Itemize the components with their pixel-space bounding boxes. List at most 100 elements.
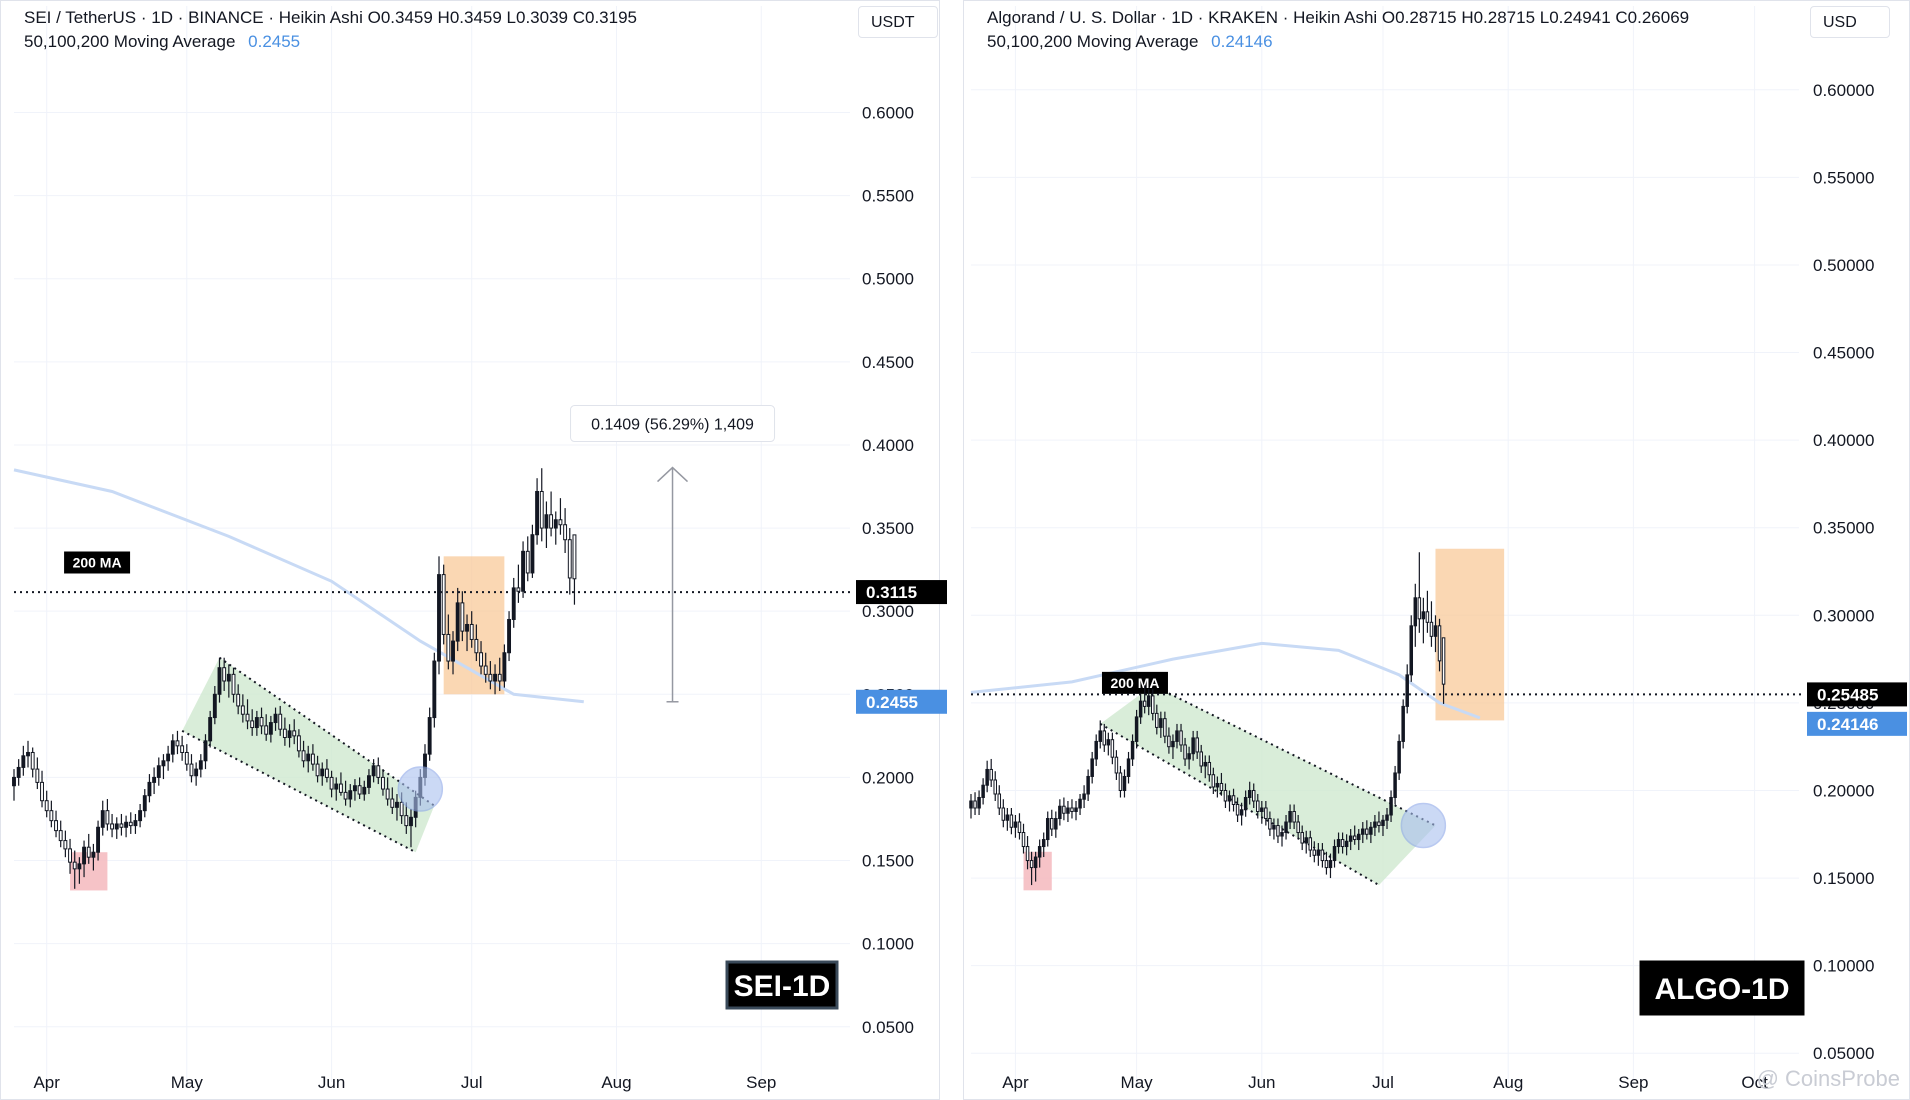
candle [1272, 818, 1276, 840]
candle-body-up [1045, 818, 1050, 841]
candle [203, 734, 208, 770]
candle [516, 564, 521, 603]
y-tick-label: 0.10000 [1813, 957, 1874, 976]
y-tick-label: 0.0500 [862, 1018, 914, 1037]
candle [222, 657, 227, 691]
price-tag-bg [856, 689, 947, 714]
candle-body-down [469, 623, 474, 640]
candle-body-up [1058, 805, 1062, 820]
chart-id-badge: SEI-1D [725, 960, 839, 1010]
candle [1191, 730, 1195, 761]
candle-body-down [1050, 818, 1054, 830]
candle [1409, 615, 1414, 682]
algo-chart-svg[interactable]: 0.050000.100000.150000.200000.250000.300… [963, 0, 1910, 1100]
candle-body-down [1352, 835, 1357, 841]
candle-body-down [1029, 860, 1034, 869]
chart-panel-algo: 0.050000.100000.150000.200000.250000.300… [963, 0, 1910, 1100]
candle [334, 777, 339, 801]
y-tick-label: 0.15000 [1813, 869, 1874, 888]
candle-body-up [437, 574, 441, 662]
candle [1086, 769, 1090, 801]
candle [1288, 804, 1292, 830]
price-tag-bg [856, 580, 947, 605]
candle [1304, 830, 1308, 854]
candle [1243, 790, 1248, 817]
candle [21, 745, 26, 776]
candle-body-down [1151, 695, 1155, 714]
candle [152, 767, 157, 795]
candle [1389, 790, 1393, 823]
candle [166, 745, 171, 771]
breakout-zone-box [1435, 548, 1505, 721]
x-tick-label: Aug [1493, 1073, 1523, 1092]
candle-body-up [1033, 856, 1038, 869]
candle [1126, 751, 1131, 784]
candle [40, 770, 44, 808]
x-tick-label: Jul [461, 1073, 483, 1092]
candle-body-down [1425, 611, 1430, 623]
candle-body-up [138, 810, 143, 822]
candle-body-down [1021, 832, 1026, 848]
candle-body-up [1328, 860, 1333, 869]
candle [105, 799, 110, 831]
candle-body-up [1284, 821, 1288, 834]
ma-200-tag: 200 MA [1101, 671, 1168, 694]
candle [1223, 783, 1228, 808]
candle-body-down [278, 713, 283, 730]
chart-id-badge: ALGO-1D [1639, 960, 1805, 1016]
currency-button[interactable]: USDT [858, 6, 938, 38]
candle [110, 813, 115, 838]
candle-body-down [1256, 800, 1260, 813]
candle [521, 541, 526, 598]
candle [441, 564, 446, 645]
legend-ma-value: 0.2455 [248, 32, 301, 51]
candle-body-down [44, 800, 49, 812]
candle-body-up [521, 550, 526, 592]
currency-button[interactable]: USD [1810, 6, 1890, 38]
x-tick-label: Jul [1372, 1073, 1394, 1092]
candle [1159, 711, 1163, 738]
candle-body-down [231, 673, 236, 695]
chart-legend: Algorand / U. S. Dollar · 1D · KRAKEN · … [987, 6, 1689, 54]
candle [1082, 785, 1086, 808]
candle-body-up [334, 783, 339, 790]
candle [1050, 809, 1054, 837]
candle [1203, 755, 1208, 779]
candle-body-down [63, 840, 68, 850]
candle-body-down [264, 725, 269, 735]
candle-body-up [1074, 807, 1078, 813]
candle [553, 511, 558, 545]
candle [1163, 711, 1167, 744]
last-price-tag: 0.3115 [856, 580, 947, 605]
candle-body-down [40, 781, 44, 802]
legend-ma-label: 50,100,200 Moving Average [24, 32, 236, 51]
candle-body-down [324, 768, 329, 778]
sei-chart-svg[interactable]: 0.05000.10000.15000.20000.25000.30000.35… [0, 0, 947, 1100]
candle-body-up [254, 717, 259, 729]
candle-body-down [446, 633, 451, 662]
candle [1009, 808, 1014, 835]
candle-body-down [1001, 807, 1006, 821]
candle [1094, 734, 1098, 766]
candle-body-up [1082, 793, 1086, 800]
candle [35, 757, 40, 790]
candle-body-down [1017, 821, 1022, 834]
candle-body-up [82, 846, 87, 865]
candle-body-down [1231, 795, 1236, 805]
candle-body-up [16, 766, 21, 778]
candle [1397, 734, 1401, 780]
candle [371, 759, 376, 783]
candle [1369, 822, 1373, 844]
candle-body-down [1179, 730, 1183, 746]
candle-body-down [1324, 860, 1329, 869]
candle-body-down [49, 810, 54, 822]
candle-body-down [1235, 803, 1240, 816]
y-tick-label: 0.20000 [1813, 781, 1874, 800]
candle [1167, 727, 1171, 754]
candle-body-down [1377, 821, 1381, 827]
candle-body-down [1009, 814, 1014, 828]
candle [488, 661, 493, 690]
candle [427, 707, 432, 761]
candle [320, 762, 325, 786]
candle [1122, 769, 1127, 798]
